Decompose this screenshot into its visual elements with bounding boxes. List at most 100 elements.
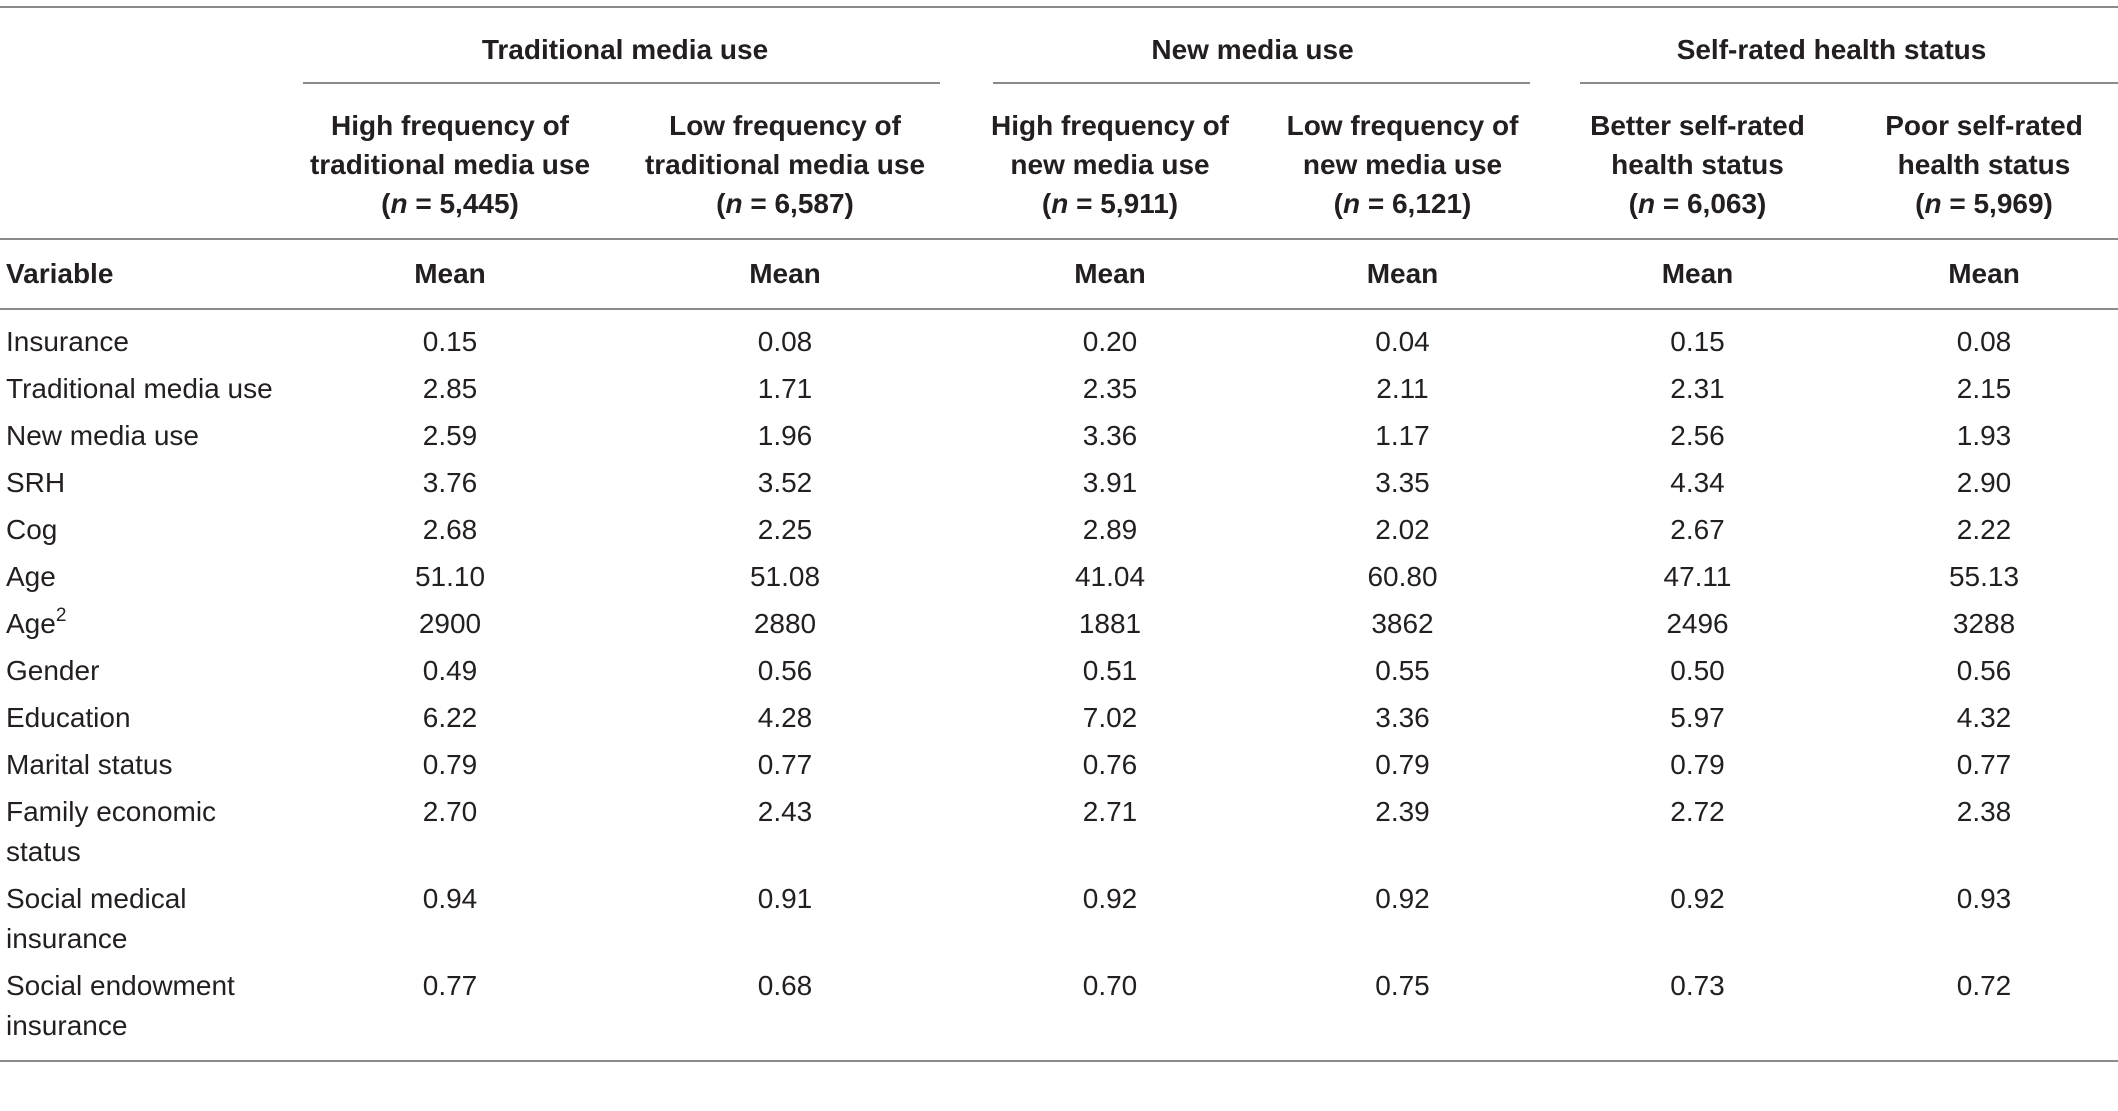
column-header-line1: Better self-rated [1590,109,1805,141]
group-header-empty [0,6,290,86]
mean-value-cell: 2.31 [1670,373,1725,404]
row-label: Age [0,557,290,604]
mean-value-cell: 5.97 [1670,702,1725,733]
group-header-new-media: New media use [960,6,1545,86]
mean-value-cell: 0.51 [1082,655,1138,686]
mean-value-cell: 51.10 [414,561,486,592]
mean-value-cell: 6.22 [422,702,478,733]
descriptive-statistics-table: Traditional media use New media use Self… [0,6,2118,1062]
mean-header: Mean [960,238,1260,310]
table-row: Marital status 0.79 0.77 0.76 0.79 0.79 0.77 [0,745,2118,792]
column-header-line1: Low frequency of [1286,109,1519,141]
mean-header: Mean [610,238,960,310]
mean-value-cell: 2.59 [422,420,478,451]
table-row: Age2 2900 2880 1881 3862 2496 3288 [0,604,2118,651]
mean-value-cell: 0.49 [422,655,478,686]
column-header-n: (n = 6,121) [1333,187,1472,219]
column-header-line1: Poor self-rated [1885,109,2083,141]
mean-value-cell: 2.22 [1956,514,2012,545]
row-label-superscript: 2 [55,604,67,626]
table-row: Family economic status 2.70 2.43 2.71 2.39 2.… [0,792,2118,879]
mean-value-cell: 3.36 [1082,420,1138,451]
row-label: SRH [0,463,290,510]
subgroup-header-empty [0,86,290,239]
mean-value-cell: 2496 [1666,608,1729,639]
mean-value-cell: 0.92 [1375,883,1430,914]
mean-value-cell: 0.75 [1260,966,1545,1062]
mean-value-cell: 0.79 [422,749,478,780]
mean-value-cell: 1.17 [1375,420,1430,451]
row-label: Social medical insurance [0,879,290,966]
mean-value-cell: 2.85 [422,373,478,404]
column-header-line2: traditional media use [309,148,591,180]
column-header-n: (n = 5,445) [381,187,519,219]
mean-value-cell: 7.02 [1082,702,1138,733]
row-label: Social endowment insurance [0,966,290,1062]
mean-value-cell: 3.91 [1082,467,1138,498]
mean-value-cell: 0.77 [757,749,813,780]
column-header: Low frequency of new media use (n = 6,12… [1260,86,1545,239]
column-header-line1: High frequency of [330,109,569,141]
table-row: Gender 0.49 0.56 0.51 0.55 0.50 0.56 [0,651,2118,698]
row-label-text: Education [6,702,131,733]
mean-value-cell: 2.72 [1670,796,1725,827]
mean-value-cell: 0.94 [422,883,478,914]
mean-value-cell: 2.56 [1670,420,1725,451]
row-label-text: Traditional media use [6,373,273,404]
table-body: Insurance 0.15 0.08 0.20 0.04 0.15 0.08 Traditi… [0,309,2118,1062]
mean-value-cell: 0.50 [1670,655,1725,686]
group-header-srh: Self-rated health status [1545,6,2118,86]
mean-value-cell: 0.20 [1082,326,1138,357]
mean-value-cell: 51.08 [749,561,821,592]
row-label-text: Age [6,561,56,592]
column-header-line2: new media use [1010,148,1210,180]
mean-value-cell: 2880 [753,608,817,639]
group-underline-srh [1580,82,2118,84]
row-label-text: Social medical insurance [6,883,187,954]
group-header-traditional: Traditional media use [290,6,960,86]
row-label-text: Age [6,608,56,639]
row-label-text: Cog [6,514,58,545]
mean-value-cell: 2.67 [1670,514,1725,545]
column-header-line2: traditional media use [644,148,926,180]
column-header: Low frequency of traditional media use (… [610,86,960,239]
mean-value-cell: 0.15 [422,326,478,357]
table-row: Social medical insurance 0.94 0.91 0.92 0.92… [0,879,2118,966]
mean-value-cell: 0.04 [1375,326,1430,357]
column-header: Poor self-rated health status (n = 5,969… [1850,86,2118,239]
table-row: Education 6.22 4.28 7.02 3.36 5.97 4.32 [0,698,2118,745]
column-header: High frequency of new media use (n = 5,9… [960,86,1260,239]
mean-value-cell: 3288 [1952,608,2016,639]
mean-value-cell: 0.91 [757,883,813,914]
column-header-line1: Low frequency of [669,109,901,141]
row-label: Family economic status [0,792,290,879]
column-header-n: (n = 5,969) [1915,187,2053,219]
group-underline-traditional [303,82,940,84]
mean-header: Mean [1545,238,1850,310]
column-header-line2: health status [1611,148,1784,180]
mean-value-cell: 4.32 [1956,702,2012,733]
mean-value-cell: 0.93 [1956,883,2012,914]
mean-value-cell: 3862 [1371,608,1434,639]
column-header-line1: High frequency of [990,109,1229,141]
mean-value-cell: 0.92 [1670,883,1725,914]
mean-value-cell: 0.73 [1545,966,1850,1062]
row-label: Traditional media use [0,369,290,416]
subgroup-header-row: High frequency of traditional media use … [0,86,2118,239]
mean-value-cell: 2.39 [1375,796,1430,827]
table-row: Insurance 0.15 0.08 0.20 0.04 0.15 0.08 [0,309,2118,369]
row-label: Marital status [0,745,290,792]
mean-value-cell: 2.25 [757,514,813,545]
column-header-line2: health status [1897,148,2071,180]
mean-value-cell: 0.56 [1956,655,2012,686]
mean-value-cell: 2.90 [1956,467,2012,498]
mean-value-cell: 0.68 [610,966,960,1062]
mean-value-cell: 0.70 [960,966,1260,1062]
mean-value-cell: 2.02 [1375,514,1430,545]
variable-header: Variable [0,238,290,310]
mean-value-cell: 0.08 [1956,326,2012,357]
row-label-text: Marital status [6,749,173,780]
mean-value-cell: 0.92 [1082,883,1138,914]
mean-header: Mean [1850,238,2118,310]
mean-value-cell: 4.28 [757,702,813,733]
